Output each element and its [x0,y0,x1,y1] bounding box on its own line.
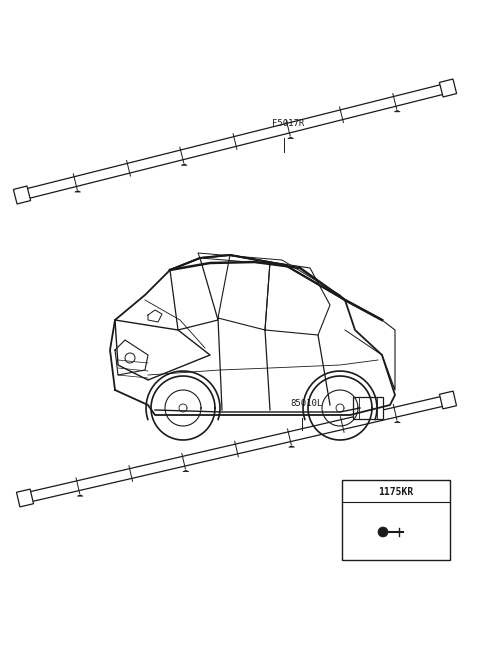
Text: 1175KR: 1175KR [378,487,414,497]
Polygon shape [13,186,31,204]
Bar [342,480,450,560]
Polygon shape [75,191,81,192]
Text: 85010L: 85010L [290,399,322,408]
Polygon shape [181,164,187,166]
Polygon shape [440,391,456,409]
Polygon shape [439,79,456,97]
Polygon shape [183,470,189,472]
FancyBboxPatch shape [353,397,383,419]
Polygon shape [394,110,400,112]
Polygon shape [288,446,295,447]
Polygon shape [16,489,34,507]
Polygon shape [77,495,83,496]
Polygon shape [288,137,294,139]
Polygon shape [395,421,400,422]
Text: F5017R: F5017R [272,119,304,128]
Circle shape [378,527,388,537]
